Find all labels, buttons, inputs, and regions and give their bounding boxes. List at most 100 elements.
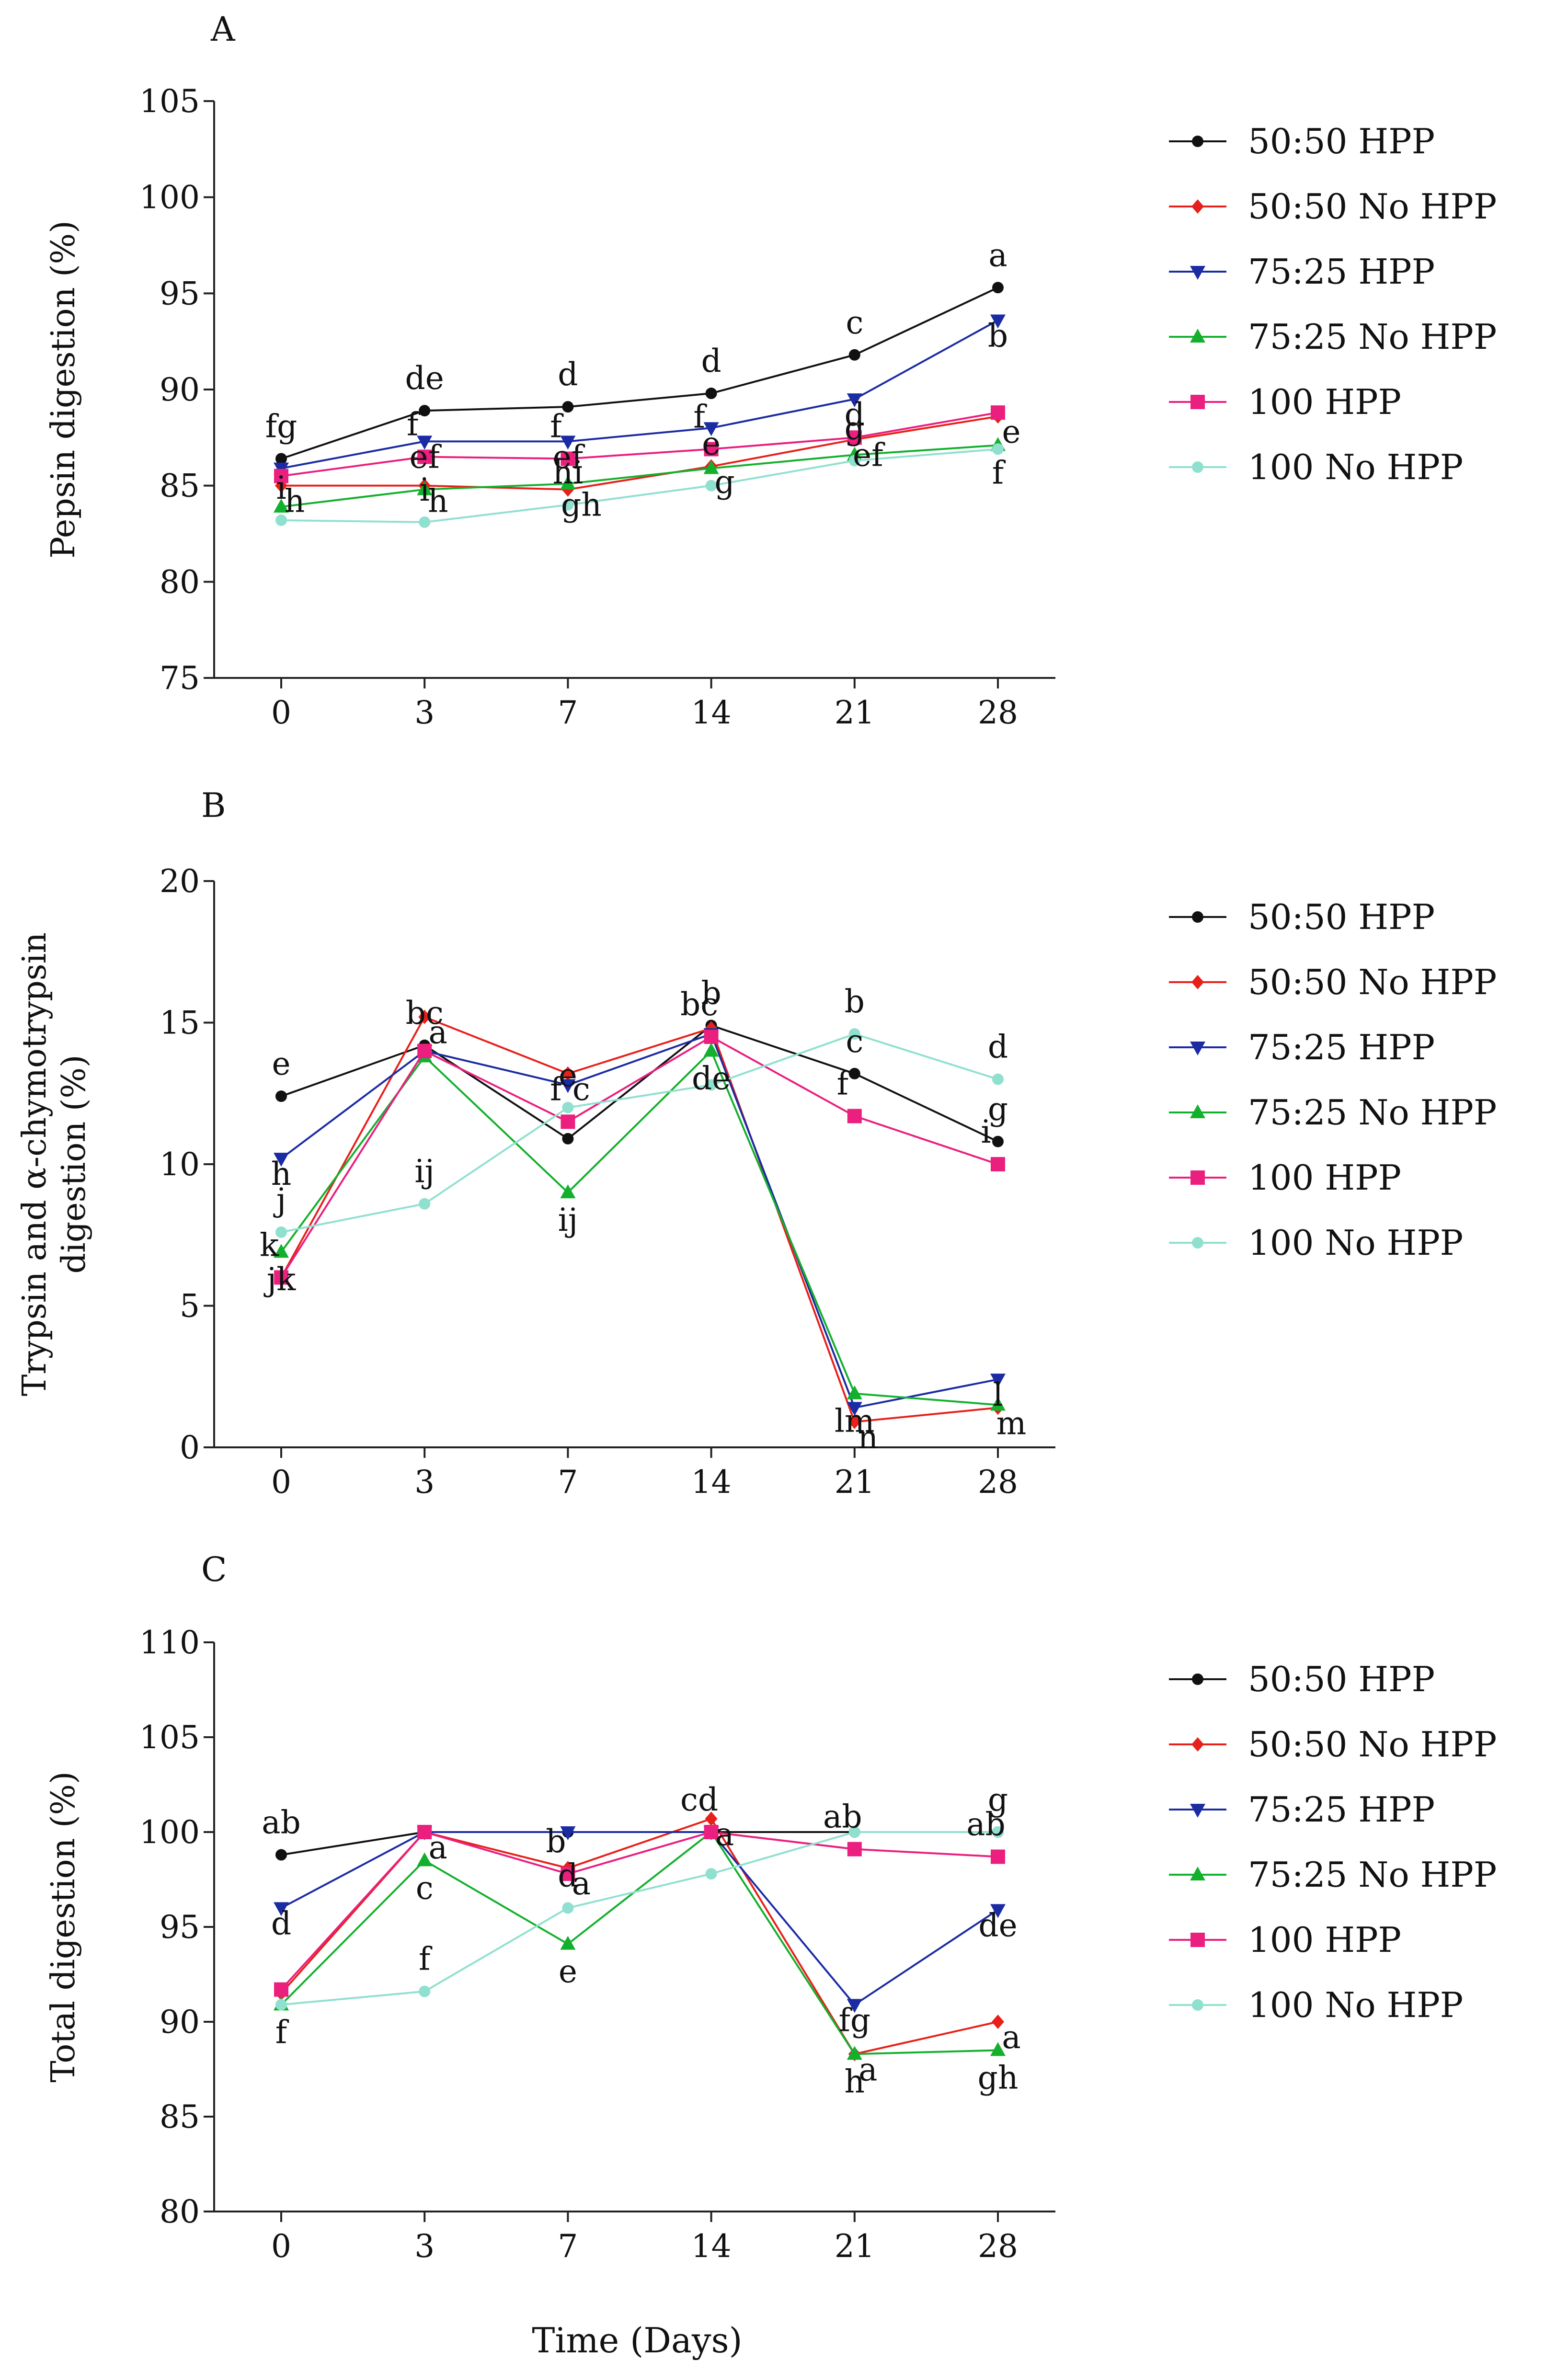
data-point <box>274 1153 289 1167</box>
x-tick-label: 21 <box>835 2228 875 2265</box>
legend-label: 100 HPP <box>1248 1157 1401 1198</box>
significance-letter: l <box>993 1376 1003 1413</box>
x-tick-label: 28 <box>978 2228 1018 2265</box>
data-point <box>847 1842 862 1856</box>
y-tick-label: 5 <box>180 1288 200 1325</box>
series-line <box>281 1831 998 2006</box>
significance-letter: g <box>845 410 865 447</box>
series-100-hpp <box>274 405 1005 483</box>
significance-letter: m <box>996 1405 1027 1442</box>
data-point <box>417 449 432 464</box>
significance-letter: de <box>692 1060 731 1097</box>
data-point <box>848 1067 860 1079</box>
x-tick-label: 3 <box>414 1464 435 1501</box>
data-point <box>992 443 1004 455</box>
legend-marker <box>1192 911 1203 923</box>
legend-label: 100 No HPP <box>1248 1223 1463 1263</box>
data-point <box>274 1902 289 1916</box>
data-point <box>847 393 862 408</box>
data-point <box>417 1852 433 1867</box>
significance-letter: c <box>846 304 863 341</box>
x-tick-label: 21 <box>835 1464 875 1501</box>
series-line <box>281 444 998 508</box>
data-point <box>560 435 576 450</box>
x-tick-label: 14 <box>691 2228 732 2265</box>
data-point <box>275 1226 287 1238</box>
data-point <box>275 1849 287 1861</box>
data-point <box>848 1826 860 1838</box>
significance-letter: fg <box>838 2002 870 2039</box>
data-point <box>561 1066 574 1081</box>
data-point <box>562 1902 574 1914</box>
series-line <box>280 1035 998 1278</box>
significance-letter: h <box>845 2063 865 2100</box>
significance-letter: d <box>271 1905 291 1942</box>
legend-label: 50:50 No HPP <box>1248 186 1497 227</box>
y-tick-label: 90 <box>160 371 200 408</box>
significance-letter: a <box>715 1816 734 1853</box>
data-point <box>703 460 719 474</box>
significance-letter: f <box>837 1066 851 1102</box>
legend-label: 75:25 No HPP <box>1248 317 1497 357</box>
y-axis-title-line: digestion (%) <box>55 1054 93 1273</box>
significance-letter: g <box>714 464 734 501</box>
data-point <box>704 1825 719 1839</box>
significance-letter: ij <box>414 1153 435 1190</box>
legend-marker <box>1192 461 1203 473</box>
significance-letter: f <box>992 454 1006 491</box>
significance-letter: d <box>701 343 721 379</box>
data-point <box>419 516 431 528</box>
data-point <box>560 1936 576 1950</box>
significance-letter: d <box>558 356 578 393</box>
data-point <box>704 442 719 457</box>
significance-letter: ab <box>823 1799 862 1835</box>
significance-letter: fg <box>265 408 298 445</box>
data-point <box>990 314 1006 329</box>
y-tick-label: 80 <box>160 2193 200 2230</box>
y-tick-label: 110 <box>139 1624 200 1661</box>
significance-letter: a <box>858 2051 877 2088</box>
x-tick-label: 3 <box>414 694 435 731</box>
data-point <box>705 388 717 400</box>
significance-letter: ab <box>966 1806 1006 1843</box>
data-point <box>560 1079 576 1093</box>
data-point <box>417 1825 432 1839</box>
panel-label: C <box>201 1550 227 1589</box>
significance-letter: i <box>420 471 430 508</box>
significance-letter: f <box>275 2014 289 2051</box>
significance-letter: d <box>988 1029 1008 1066</box>
data-point <box>992 1826 1004 1838</box>
series-line <box>280 1831 998 1991</box>
y-axis-title: Trypsin and α-chymotrypsindigestion (%) <box>16 932 93 1396</box>
significance-letter: c <box>846 1023 863 1060</box>
panel-label: A <box>210 10 236 49</box>
legend-marker <box>1190 1933 1205 1947</box>
data-point <box>419 405 431 417</box>
data-point <box>848 455 860 467</box>
significance-letter: h <box>428 483 448 520</box>
legend-marker <box>1190 1104 1205 1118</box>
significance-letter: a <box>429 1829 447 1866</box>
significance-letter: k <box>260 1226 279 1263</box>
significance-letter: ij <box>558 1202 578 1238</box>
legend-label: 50:50 No HPP <box>1248 1724 1497 1765</box>
data-point <box>990 2042 1006 2056</box>
significance-letter: c <box>416 1869 434 1906</box>
x-tick-label: 7 <box>558 694 578 731</box>
series-100-no-hpp <box>275 443 1004 528</box>
y-tick-label: 10 <box>160 1146 200 1183</box>
data-point <box>562 401 574 413</box>
legend-label: 75:25 No HPP <box>1248 1855 1497 1895</box>
legend-marker <box>1192 1237 1203 1249</box>
data-point <box>991 1849 1005 1864</box>
significance-letter: c <box>572 1071 590 1108</box>
data-point <box>705 1079 717 1091</box>
y-tick-label: 15 <box>160 1005 200 1042</box>
legend: 50:50 HPP 50:50 No HPP 75:25 HPP 75:25 No H… <box>1169 1659 1497 2025</box>
y-tick-label: 20 <box>160 863 200 900</box>
data-point <box>992 282 1004 294</box>
data-point <box>848 1414 861 1429</box>
significance-letter: a <box>572 1865 591 1902</box>
y-tick-label: 0 <box>180 1429 200 1466</box>
significance-letter: d <box>845 396 865 433</box>
